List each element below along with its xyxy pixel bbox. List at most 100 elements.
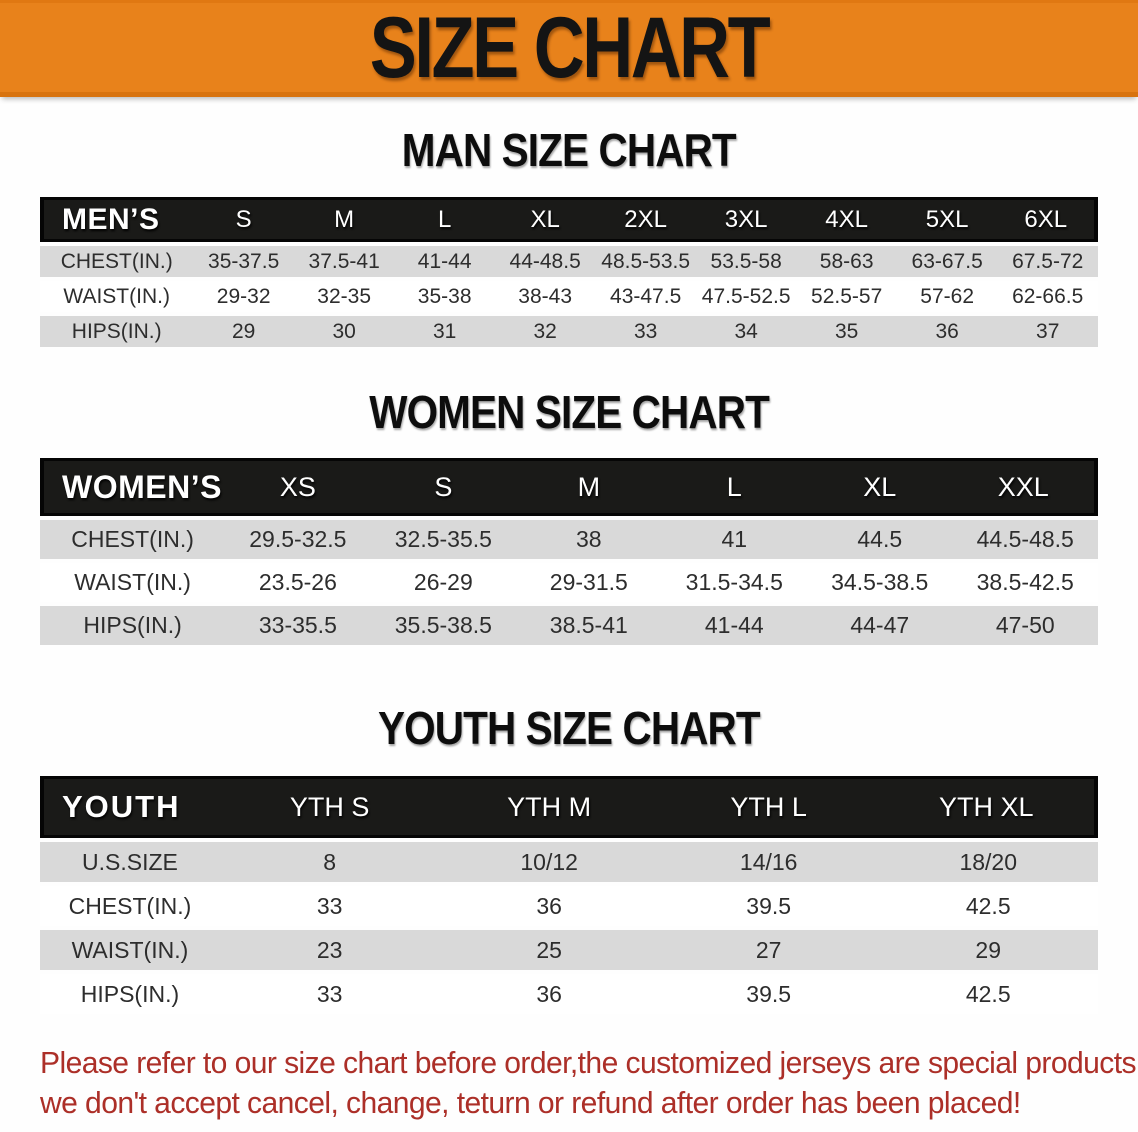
youth-row-label-chest-in: CHEST(IN.) bbox=[68, 892, 192, 919]
men-value-hips-in-m: 30 bbox=[332, 319, 356, 343]
youth-value-u-s-size-yth-l: 14/16 bbox=[739, 848, 798, 875]
women-value-hips-in-s: 35.5-38.5 bbox=[394, 612, 492, 638]
size-chart-body: MAN SIZE CHART MEN’S S M L XL 2XL 3XL 4XL 5XL 6XL… bbox=[0, 126, 1138, 1123]
men-value-hips-in-4xl: 35 bbox=[834, 319, 859, 343]
disclaimer-line-2: we don't accept cancel, change, teturn o… bbox=[40, 1085, 1021, 1120]
women-value-hips-in-l: 41-44 bbox=[704, 612, 764, 638]
size-chart-banner: SIZE CHART bbox=[0, 0, 1138, 97]
women-value-waist-in-s: 26-29 bbox=[413, 569, 473, 595]
men-value-hips-in-s: 29 bbox=[231, 319, 256, 343]
women-value-hips-in-xl: 44-47 bbox=[850, 612, 910, 638]
women-row-label-hips-in: HIPS(IN.) bbox=[83, 612, 182, 638]
men-value-waist-in-l: 35-38 bbox=[417, 284, 472, 308]
men-value-chest-in-4xl: 58-63 bbox=[819, 249, 874, 273]
women-value-hips-in-m: 38.5-41 bbox=[549, 612, 628, 638]
men-size-column-xl: XL bbox=[494, 197, 596, 242]
men-section-heading: MAN SIZE CHART bbox=[40, 126, 1098, 174]
men-row-hips-in: HIPS(IN.) 29 30 31 32 33 34 35 36 37 bbox=[40, 316, 1098, 347]
women-size-table: WOMEN’S XS S M L XL XXL CHEST(IN.) 29.5-32.5 32.5… bbox=[40, 454, 1098, 649]
women-section-heading: WOMEN SIZE CHART bbox=[40, 388, 1098, 436]
youth-value-hips-in-yth-l: 39.5 bbox=[746, 980, 792, 1007]
youth-value-waist-in-yth-s: 23 bbox=[316, 936, 343, 963]
youth-value-hips-in-yth-s: 33 bbox=[316, 980, 343, 1007]
men-value-waist-in-5xl: 57-62 bbox=[920, 284, 975, 308]
women-size-column-xxl: XXL bbox=[952, 458, 1098, 516]
men-row-label-waist-in: WAIST(IN.) bbox=[63, 284, 170, 308]
men-corner-label: MEN’S bbox=[40, 197, 194, 242]
youth-value-waist-in-yth-m: 25 bbox=[536, 936, 562, 963]
men-value-hips-in-2xl: 33 bbox=[633, 319, 658, 343]
men-section-heading-text: MAN SIZE CHART bbox=[401, 124, 737, 176]
men-size-column-m: M bbox=[293, 197, 395, 242]
youth-section-heading-text: YOUTH SIZE CHART bbox=[378, 702, 761, 754]
youth-value-chest-in-yth-l: 39.5 bbox=[746, 892, 792, 919]
men-value-chest-in-xl: 44-48.5 bbox=[509, 249, 581, 273]
men-value-waist-in-6xl: 62-66.5 bbox=[1012, 284, 1084, 308]
women-value-waist-in-xxl: 38.5-42.5 bbox=[976, 569, 1074, 595]
youth-header-row: YOUTH YTH S YTH M YTH L YTH XL bbox=[40, 776, 1098, 838]
men-row-chest-in: CHEST(IN.) 35-37.5 37.5-41 41-44 44-48.5 48.5… bbox=[40, 246, 1098, 277]
youth-size-column-yth-s: YTH S bbox=[219, 776, 440, 838]
women-row-chest-in: CHEST(IN.) 29.5-32.5 32.5-35.5 38 41 44.5 44.5… bbox=[40, 520, 1098, 559]
men-value-hips-in-l: 31 bbox=[432, 319, 457, 343]
disclaimer-line-1: Please refer to our size chart before or… bbox=[40, 1045, 1138, 1080]
men-size-table: MEN’S S M L XL 2XL 3XL 4XL 5XL 6XL CHEST(IN.) 35-37… bbox=[40, 193, 1098, 351]
men-row-label-hips-in: HIPS(IN.) bbox=[71, 319, 162, 343]
women-section-heading-text: WOMEN SIZE CHART bbox=[369, 386, 770, 438]
men-value-waist-in-xl: 38-43 bbox=[518, 284, 573, 308]
women-value-chest-in-xxl: 44.5-48.5 bbox=[976, 526, 1074, 552]
women-corner-label: WOMEN’S bbox=[40, 458, 226, 516]
youth-value-chest-in-yth-m: 36 bbox=[536, 892, 562, 919]
women-value-chest-in-xs: 29.5-32.5 bbox=[249, 526, 347, 552]
disclaimer-note: Please refer to our size chart before or… bbox=[40, 1043, 1138, 1123]
youth-row-chest-in: CHEST(IN.) 33 36 39.5 42.5 bbox=[40, 886, 1098, 926]
youth-value-chest-in-yth-s: 33 bbox=[316, 892, 343, 919]
youth-row-label-hips-in: HIPS(IN.) bbox=[80, 980, 180, 1007]
men-value-hips-in-5xl: 36 bbox=[935, 319, 959, 343]
men-value-chest-in-m: 37.5-41 bbox=[308, 249, 380, 273]
men-value-chest-in-s: 35-37.5 bbox=[208, 249, 280, 273]
youth-value-u-s-size-yth-m: 10/12 bbox=[520, 848, 578, 875]
women-size-column-l: L bbox=[661, 458, 808, 516]
women-size-column-xs: XS bbox=[225, 458, 371, 516]
men-size-column-4xl: 4XL bbox=[796, 197, 897, 242]
women-value-waist-in-l: 31.5-34.5 bbox=[685, 569, 783, 595]
women-value-hips-in-xxl: 47-50 bbox=[995, 612, 1055, 638]
women-size-column-m: M bbox=[516, 458, 662, 516]
youth-value-u-s-size-yth-xl: 18/20 bbox=[959, 848, 1017, 875]
youth-corner-label: YOUTH bbox=[40, 776, 220, 838]
women-value-chest-in-xl: 44.5 bbox=[857, 526, 903, 552]
youth-size-column-yth-m: YTH M bbox=[439, 776, 659, 838]
youth-value-chest-in-yth-xl: 42.5 bbox=[965, 892, 1011, 919]
men-value-waist-in-m: 32-35 bbox=[317, 284, 372, 308]
men-size-column-2xl: 2XL bbox=[595, 197, 696, 242]
men-value-waist-in-3xl: 47.5-52.5 bbox=[701, 284, 791, 308]
youth-row-waist-in: WAIST(IN.) 23 25 27 29 bbox=[40, 930, 1098, 970]
men-value-chest-in-2xl: 48.5-53.5 bbox=[601, 249, 691, 273]
youth-row-label-u-s-size: U.S.SIZE bbox=[82, 848, 178, 875]
youth-value-hips-in-yth-xl: 42.5 bbox=[965, 980, 1011, 1007]
youth-value-u-s-size-yth-s: 8 bbox=[323, 848, 337, 875]
men-value-hips-in-6xl: 37 bbox=[1036, 319, 1060, 343]
men-size-column-6xl: 6XL bbox=[997, 197, 1098, 242]
women-row-label-waist-in: WAIST(IN.) bbox=[74, 569, 191, 595]
women-value-waist-in-xs: 23.5-26 bbox=[258, 569, 337, 595]
women-value-chest-in-m: 38 bbox=[576, 526, 602, 552]
banner-title: SIZE CHART bbox=[369, 0, 771, 96]
women-value-waist-in-m: 29-31.5 bbox=[549, 569, 628, 595]
men-value-waist-in-4xl: 52.5-57 bbox=[811, 284, 883, 308]
men-header-row: MEN’S S M L XL 2XL 3XL 4XL 5XL 6XL bbox=[40, 197, 1098, 242]
women-value-chest-in-s: 32.5-35.5 bbox=[394, 526, 492, 552]
youth-size-column-yth-l: YTH L bbox=[658, 776, 879, 838]
men-value-hips-in-xl: 32 bbox=[533, 319, 557, 343]
women-value-hips-in-xs: 33-35.5 bbox=[258, 612, 337, 638]
men-value-chest-in-3xl: 53.5-58 bbox=[710, 249, 782, 273]
youth-size-table: YOUTH YTH S YTH M YTH L YTH XL U.S.SIZE 8 10/12… bbox=[40, 772, 1098, 1018]
youth-section-heading: YOUTH SIZE CHART bbox=[40, 704, 1098, 752]
youth-row-label-waist-in: WAIST(IN.) bbox=[71, 936, 189, 963]
women-size-column-s: S bbox=[370, 458, 517, 516]
men-value-chest-in-6xl: 67.5-72 bbox=[1012, 249, 1084, 273]
women-row-label-chest-in: CHEST(IN.) bbox=[71, 526, 194, 552]
youth-value-hips-in-yth-m: 36 bbox=[536, 980, 562, 1007]
youth-row-hips-in: HIPS(IN.) 33 36 39.5 42.5 bbox=[40, 974, 1098, 1014]
